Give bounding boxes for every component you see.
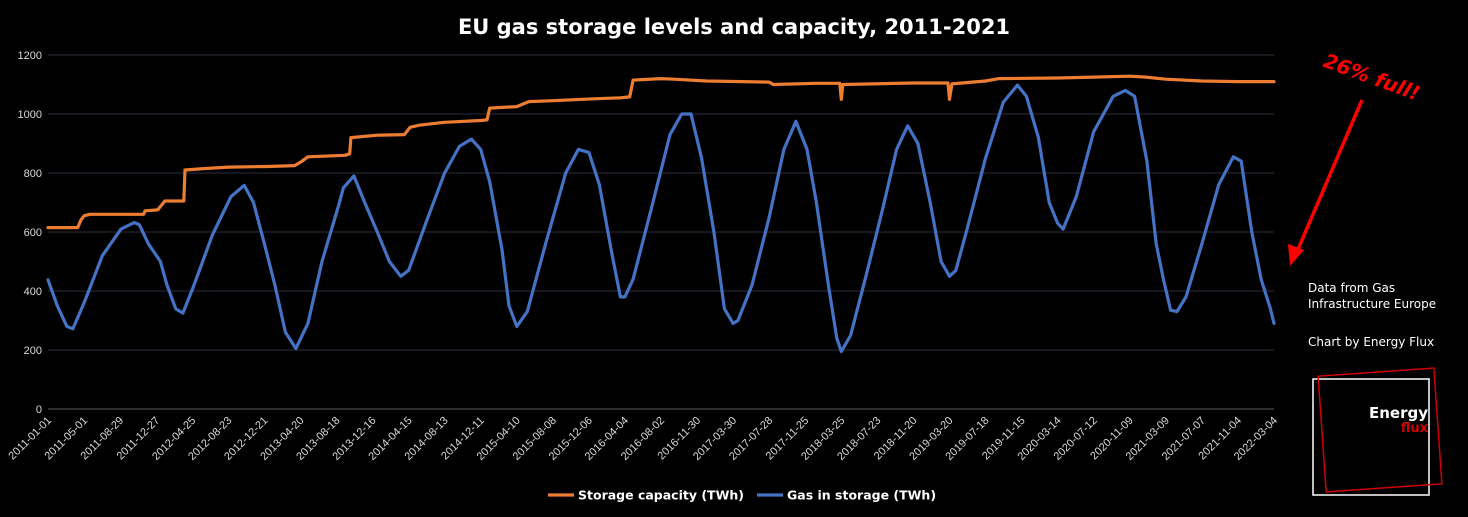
series-lines [46,74,1276,354]
chart-title: EU gas storage levels and capacity, 2011… [458,15,1010,39]
source-line-1: Data from Gas [1308,281,1396,295]
gridlines [48,54,1274,410]
callout-text: 26% full! [1320,48,1423,105]
y-tick-label: 1000 [18,109,42,121]
logo-text-energy: Energy [1369,404,1428,422]
y-tick-label: 0 [36,404,42,416]
y-tick-label: 600 [24,227,42,239]
source-note: Data from Gas Infrastructure Europe [1308,280,1436,312]
credit-note: Chart by Energy Flux [1308,335,1435,349]
y-tick-label: 1200 [18,50,42,62]
y-tick-label: 400 [24,286,42,298]
series-line-storage-capacity [46,74,1276,230]
legend: Storage capacity (TWh) Gas in storage (TW… [548,488,936,503]
y-tick-label: 800 [24,168,42,180]
logo-square-white [1312,378,1430,496]
series-line-gas-in-storage [46,83,1276,354]
y-tick-label: 200 [24,345,42,357]
logo-text-flux: flux [1401,421,1429,436]
energy-flux-logo: Energy flux [1312,367,1443,496]
y-axis-ticks: 0 200 400 600 800 1000 1200 [18,50,42,416]
legend-label: Gas in storage (TWh) [787,488,936,503]
callout-group: 26% full! [1288,48,1423,266]
source-line-2: Infrastructure Europe [1308,297,1437,311]
x-axis-ticks: 2011-01-012011-05-012011-08-292011-12-27… [6,415,1280,463]
callout-arrow-line [1294,99,1364,255]
callout-arrowhead [1288,244,1304,266]
logo-square-red [1317,367,1443,493]
legend-label: Storage capacity (TWh) [578,488,744,503]
